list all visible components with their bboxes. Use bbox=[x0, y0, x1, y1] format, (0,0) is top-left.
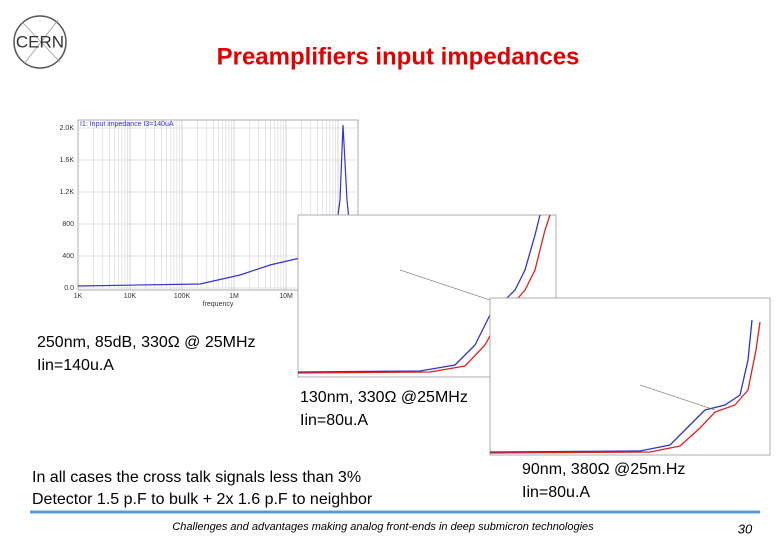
note-line: Detector 1.5 p.F to bulk + 2x 1.6 p.F to… bbox=[32, 491, 373, 508]
caption-line: Iin=80u.A bbox=[522, 484, 590, 501]
caption-line: 90nm, 380Ω @25m.Hz bbox=[522, 461, 685, 478]
note-line: In all cases the cross talk signals less… bbox=[32, 469, 361, 486]
page-number: 30 bbox=[738, 521, 753, 536]
caption-line: Iin=80u.A bbox=[300, 412, 368, 429]
x-tick-label: 10K bbox=[124, 293, 137, 300]
x-tick-label: 10M bbox=[279, 293, 293, 300]
plot-3 bbox=[489, 297, 771, 456]
caption-line: 250nm, 85dB, 330Ω @ 25MHz bbox=[37, 334, 256, 351]
footer-text: Challenges and advantages making analog … bbox=[172, 521, 594, 533]
y-tick-label: 0.0 bbox=[64, 285, 74, 292]
x-axis-label: frequency bbox=[203, 301, 234, 308]
x-tick-label: 100K bbox=[174, 293, 191, 300]
logo-text: CERN bbox=[16, 32, 64, 51]
caption-line: 130nm, 330Ω @25MHz bbox=[300, 389, 468, 406]
logo: CERN bbox=[13, 15, 67, 69]
y-tick-label: 400 bbox=[62, 253, 74, 260]
slide-title: Preamplifiers input impedances bbox=[217, 43, 580, 70]
y-tick-label: 2.0K bbox=[60, 125, 75, 132]
x-tick-label: 1K bbox=[74, 293, 83, 300]
y-tick-label: 1.2K bbox=[60, 189, 75, 196]
svg-text:I1: Input impedance I3=140uA: I1: Input impedance I3=140uA bbox=[80, 121, 174, 128]
y-tick-label: 800 bbox=[62, 221, 74, 228]
x-tick-label: 1M bbox=[229, 293, 239, 300]
caption-line: Iin=140u.A bbox=[37, 357, 114, 374]
y-tick-label: 1.6K bbox=[60, 157, 75, 164]
